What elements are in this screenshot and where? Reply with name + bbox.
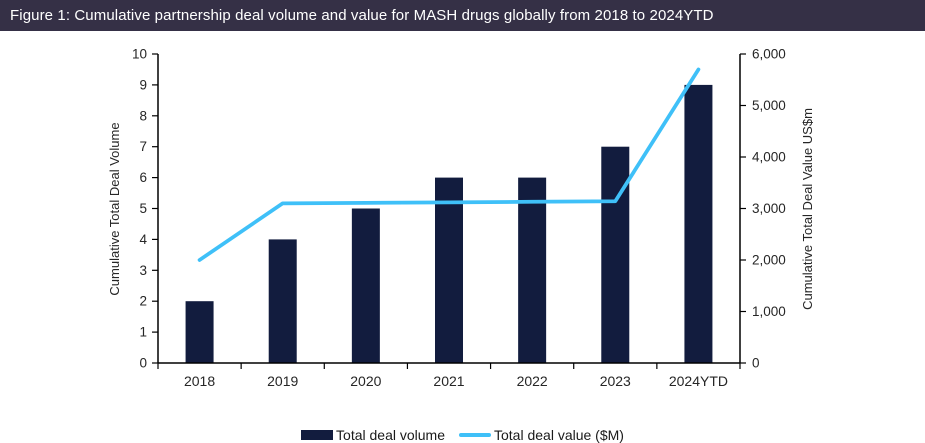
left-axis-tick-label: 10 <box>132 47 147 62</box>
x-axis-label-2024YTD: 2024YTD <box>669 373 728 389</box>
right-axis-tick-label: 2,000 <box>752 253 786 268</box>
left-axis-tick-label: 1 <box>139 325 147 340</box>
legend-item-value: Total deal value ($M) <box>459 427 624 443</box>
combo-chart: 0 1 2 3 4 5 6 7 8 9 10 0 1,000 2,000 3,000 4,000 5,000 6,… <box>107 47 815 390</box>
left-axis-tick-label: 2 <box>139 294 147 309</box>
legend-label-volume: Total deal volume <box>336 427 445 443</box>
x-axis-label-2019: 2019 <box>267 373 298 389</box>
left-axis-tick-label: 7 <box>139 139 147 154</box>
right-axis-tick-label: 6,000 <box>752 47 786 62</box>
x-axis-label-2018: 2018 <box>184 373 215 389</box>
right-axis-tick-label: 1,000 <box>752 304 786 319</box>
legend-swatch-bar <box>301 430 334 440</box>
x-axis-label-2023: 2023 <box>600 373 631 389</box>
left-axis-tick-label: 4 <box>139 232 147 247</box>
bar-2018 <box>185 301 214 363</box>
bar-2021 <box>435 177 463 363</box>
chart-area: 0 1 2 3 4 5 6 7 8 9 10 0 1,000 2,000 3,000 4,000 5,000 6,… <box>0 31 925 443</box>
right-axis-title: Cumulative Total Deal Value US$m <box>800 108 815 310</box>
bar-2020 <box>351 208 380 363</box>
right-axis-tick-label: 5,000 <box>752 98 786 113</box>
bar-2019 <box>268 239 297 363</box>
bar-2024YTD <box>684 84 713 364</box>
right-axis-tick-label: 4,000 <box>752 150 786 165</box>
left-axis-tick-label: 0 <box>139 356 147 371</box>
figure-title: Figure 1: Cumulative partnership deal vo… <box>10 7 714 24</box>
chart-legend: Total deal volume Total deal value ($M) <box>0 427 925 443</box>
bar-2022 <box>518 177 547 363</box>
value-line <box>197 67 701 262</box>
x-axis-label-2020: 2020 <box>350 373 381 389</box>
legend-item-volume: Total deal volume <box>301 427 445 443</box>
x-axis-label-2021: 2021 <box>433 373 464 389</box>
left-axis-title: Cumulative Total Deal Volume <box>107 122 122 295</box>
left-axis-tick-label: 9 <box>139 77 147 92</box>
left-axis-tick-label: 3 <box>139 263 147 278</box>
right-axis-tick-label: 3,000 <box>752 201 786 216</box>
right-axis-tick-label: 0 <box>752 356 760 371</box>
legend-label-value: Total deal value ($M) <box>494 427 624 443</box>
left-axis-tick-label: 6 <box>139 170 147 185</box>
legend-swatch-line <box>459 433 491 437</box>
left-axis-tick-label: 5 <box>139 201 147 216</box>
figure-title-bar: Figure 1: Cumulative partnership deal vo… <box>0 0 925 31</box>
x-axis-label-2022: 2022 <box>517 373 548 389</box>
bar-2023 <box>601 146 630 363</box>
left-axis-tick-label: 8 <box>139 108 147 123</box>
